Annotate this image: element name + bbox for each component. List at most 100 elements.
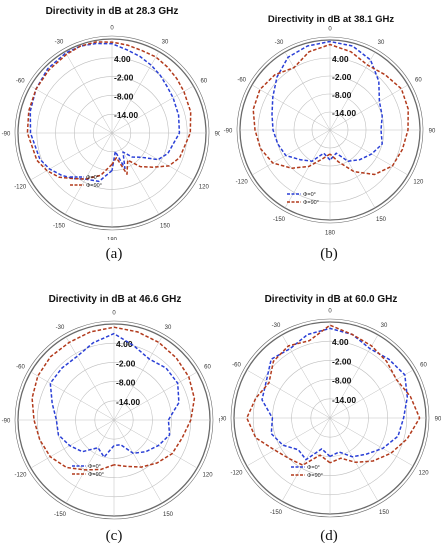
legend-label-d: Φ=0° bbox=[307, 465, 320, 471]
series-line-a-phi90 bbox=[26, 41, 192, 180]
spoke-a bbox=[111, 85, 194, 134]
tick-ring-d bbox=[230, 318, 430, 518]
angle-label-d: 0 bbox=[328, 309, 332, 315]
angle-label-b: 90 bbox=[429, 129, 436, 135]
angle-label-a: -150 bbox=[53, 223, 66, 229]
angle-label-b: 150 bbox=[376, 217, 387, 223]
radial-label-b: -14.00 bbox=[332, 108, 356, 118]
spoke-c bbox=[113, 336, 163, 421]
angle-label-c: 90 bbox=[219, 419, 220, 425]
angle-label-a: 150 bbox=[160, 223, 171, 229]
radial-label-d: -2.00 bbox=[332, 356, 352, 366]
legend-label-a: Φ=90° bbox=[86, 183, 102, 189]
radial-label-c: 4.00 bbox=[116, 339, 133, 349]
angle-label-d: -90 bbox=[221, 417, 227, 423]
polar-panel-d: Directivity in dB at 60.0 GHz 0 30 60 90 120 1… bbox=[221, 288, 441, 524]
angle-label-c: 0 bbox=[112, 311, 116, 317]
spoke-d bbox=[329, 369, 414, 419]
series-line-c-phi0 bbox=[49, 332, 180, 458]
angle-label-d: -120 bbox=[230, 471, 243, 477]
angle-label-b: -30 bbox=[275, 40, 284, 46]
spoke-a bbox=[64, 132, 113, 215]
spoke-d bbox=[246, 417, 331, 467]
radial-label-a: -2.00 bbox=[114, 73, 134, 83]
legend-label-d: Φ=90° bbox=[307, 473, 323, 479]
spoke-a bbox=[64, 51, 113, 134]
polar-panel-b: Directivity in dB at 38.1 GHz 0 30 60 90 120 1… bbox=[221, 12, 441, 240]
series-line-c-phi90 bbox=[31, 326, 196, 471]
polar-chart-a: Directivity in dB at 28.3 GHz 0 30 60 90 120 1… bbox=[2, 6, 220, 241]
angle-label-a: -60 bbox=[16, 79, 25, 85]
radial-label-d: -14.00 bbox=[332, 395, 356, 405]
radial-label-c: -8.00 bbox=[116, 378, 136, 388]
polar-chart-c: Directivity in dB at 46.6 GHz 0 30 60 90 120 1… bbox=[2, 294, 220, 520]
radial-label-a: -8.00 bbox=[114, 91, 134, 101]
radial-label-a: -14.00 bbox=[114, 110, 138, 120]
angle-label-b: 180 bbox=[325, 231, 336, 237]
caption-a: (a) bbox=[105, 246, 123, 262]
angle-label-a: 30 bbox=[162, 40, 169, 46]
spoke-c bbox=[65, 419, 115, 504]
angle-label-a: -120 bbox=[14, 185, 27, 191]
spoke-a bbox=[111, 132, 160, 215]
angle-label-d: 120 bbox=[419, 471, 430, 477]
caption-d: (d) bbox=[320, 528, 338, 544]
angle-label-a: 0 bbox=[110, 26, 114, 32]
angle-label-b: 60 bbox=[415, 78, 422, 84]
angle-label-a: 180 bbox=[107, 238, 118, 241]
spoke-a bbox=[30, 85, 113, 134]
angle-label-c: -90 bbox=[2, 419, 11, 425]
spoke-b bbox=[284, 129, 331, 209]
tick-ring-c bbox=[14, 320, 214, 520]
tick-ring-b bbox=[236, 36, 424, 224]
angle-label-c: 30 bbox=[165, 325, 172, 331]
angle-label-b: -60 bbox=[237, 78, 246, 84]
spoke-d bbox=[329, 417, 414, 467]
radial-label-d: -8.00 bbox=[332, 376, 352, 386]
polar-panel-a: Directivity in dB at 28.3 GHz 0 30 60 90 120 1… bbox=[0, 0, 220, 240]
spoke-d bbox=[281, 334, 331, 419]
polar-chart-b: Directivity in dB at 38.1 GHz 0 30 60 90 120 1… bbox=[224, 14, 436, 237]
angle-label-c: 60 bbox=[204, 365, 211, 371]
spoke-a bbox=[111, 132, 194, 181]
chart-title-b: Directivity in dB at 38.1 GHz bbox=[268, 14, 394, 25]
angle-label-b: 120 bbox=[413, 180, 424, 186]
angle-label-d: 150 bbox=[379, 510, 390, 516]
spoke-c bbox=[113, 419, 198, 469]
angle-label-a: 60 bbox=[200, 79, 207, 85]
angle-label-a: -30 bbox=[55, 40, 64, 46]
angle-label-b: 0 bbox=[328, 27, 332, 33]
chart-title-d: Directivity in dB at 60.0 GHz bbox=[265, 294, 398, 305]
angle-label-c: 120 bbox=[203, 473, 214, 479]
angle-label-d: 60 bbox=[420, 363, 427, 369]
angle-label-c: -150 bbox=[54, 512, 67, 518]
spoke-b bbox=[329, 129, 409, 176]
polar-chart-d: Directivity in dB at 60.0 GHz 0 30 60 90 120 1… bbox=[221, 294, 441, 518]
angle-label-b: -150 bbox=[273, 217, 286, 223]
spoke-b bbox=[329, 129, 376, 209]
radial-label-d: 4.00 bbox=[332, 337, 349, 347]
series-line-d-phi0 bbox=[261, 327, 409, 461]
spoke-a bbox=[30, 132, 113, 181]
legend-label-b: Φ=90° bbox=[303, 200, 319, 206]
radial-label-b: 4.00 bbox=[332, 54, 349, 64]
angle-label-d: -30 bbox=[272, 323, 281, 329]
spoke-a bbox=[111, 51, 160, 134]
angle-label-b: -120 bbox=[236, 180, 249, 186]
chart-title-a: Directivity in dB at 28.3 GHz bbox=[46, 6, 179, 17]
spoke-d bbox=[329, 417, 379, 502]
spoke-b bbox=[329, 84, 409, 131]
angle-label-d: 90 bbox=[435, 417, 441, 423]
angle-label-a: -90 bbox=[2, 132, 11, 138]
tick-ring-a bbox=[14, 35, 210, 231]
series-line-b-phi90 bbox=[252, 43, 409, 176]
radial-label-b: -8.00 bbox=[332, 90, 352, 100]
angle-label-c: -30 bbox=[56, 325, 65, 331]
radial-label-c: -2.00 bbox=[116, 358, 136, 368]
spoke-c bbox=[65, 336, 115, 421]
angle-label-d: -150 bbox=[270, 510, 283, 516]
series-line-a-phi0 bbox=[29, 42, 181, 183]
spoke-b bbox=[251, 84, 331, 131]
legend-label-c: Φ=0° bbox=[88, 464, 101, 470]
radial-label-b: -2.00 bbox=[332, 72, 352, 82]
